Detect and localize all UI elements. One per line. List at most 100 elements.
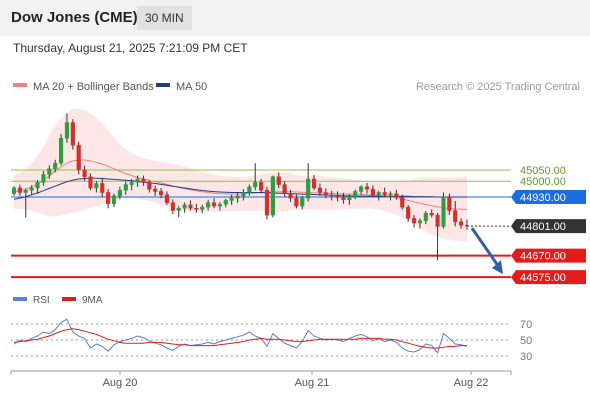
candle [253, 163, 258, 191]
candle [400, 194, 405, 210]
candle [282, 181, 287, 198]
rsi-tick-label: 70 [520, 319, 532, 331]
candle-body [459, 221, 464, 226]
current-price-tag-bg [511, 219, 586, 234]
candle [194, 203, 199, 213]
candle [153, 185, 158, 196]
candle-body [188, 204, 193, 209]
candle [111, 193, 117, 208]
candle-body [253, 182, 258, 188]
candle [259, 178, 264, 194]
candle-body [264, 189, 270, 216]
candle [23, 189, 28, 218]
candle-body [382, 192, 387, 196]
candle-body [247, 186, 252, 193]
candle [388, 191, 393, 201]
candle-body [364, 186, 370, 190]
time-tick-label: Aug 21 [295, 377, 330, 389]
instrument-title: Dow Jones (CME) [11, 9, 138, 26]
candle-body [341, 197, 346, 200]
candle [382, 187, 387, 198]
candle [423, 211, 428, 225]
candle-body [170, 202, 175, 211]
candle [247, 184, 252, 196]
support-price-tag-label: 44670.00 [520, 251, 566, 263]
candle [188, 200, 193, 211]
candle [141, 175, 146, 186]
bollinger-band [14, 108, 467, 242]
candle-body [194, 208, 199, 210]
candle-body [11, 187, 17, 194]
candle-body [123, 184, 128, 191]
candle-body [347, 196, 352, 200]
candle-body [23, 189, 28, 193]
candle-body [94, 183, 99, 189]
candle [406, 204, 411, 222]
candle [306, 163, 311, 202]
candle-body [311, 178, 317, 189]
candle-body [447, 196, 452, 211]
candle [411, 215, 417, 228]
candle [288, 189, 293, 202]
candle [335, 191, 340, 202]
candle-body [135, 178, 140, 183]
candle-body [394, 193, 399, 198]
candle-body [211, 202, 217, 207]
candle-body [76, 144, 81, 171]
candle-body [47, 168, 52, 175]
interval-button[interactable]: 30 MIN [137, 6, 192, 30]
rsi-tick-label: 30 [520, 351, 532, 363]
candle-body [35, 182, 40, 189]
candle [100, 177, 105, 198]
candle [129, 178, 134, 191]
candle-body [64, 122, 70, 139]
ma50-legend-label: MA 50 [176, 81, 207, 93]
candle [211, 198, 217, 209]
candle [35, 180, 40, 194]
candle [323, 188, 328, 199]
candle [429, 209, 434, 218]
candle-body [100, 183, 105, 193]
candle [64, 113, 70, 143]
support-price-tag: 44575.00 [511, 270, 586, 285]
candle-body [453, 210, 458, 223]
candle-body [317, 187, 322, 193]
candle-body [153, 188, 158, 192]
rsi-legend-label: RSI [33, 295, 50, 306]
candle [41, 171, 46, 186]
candle-body [88, 176, 93, 189]
candle-body [117, 189, 122, 197]
candle [235, 192, 240, 203]
candle-body [300, 197, 305, 207]
candle [123, 181, 128, 195]
ma20-line [13, 159, 468, 210]
time-tick-label: Aug 22 [454, 377, 489, 389]
resistance-label: 45050.00 [520, 165, 566, 177]
candle [223, 198, 228, 208]
rsi-ma-legend-label: 9MA [82, 295, 103, 306]
candle [311, 174, 317, 191]
candle [164, 191, 170, 205]
chart-header: Dow Jones (CME) 30 MIN [0, 0, 590, 36]
candle-body [288, 193, 293, 199]
ma50-price-tag-bg [511, 190, 586, 205]
candle [264, 186, 270, 220]
candle-body [147, 182, 152, 190]
ma50-price-tag: 44930.00 [511, 190, 586, 205]
candle-body [17, 187, 22, 193]
candle-body [53, 162, 58, 170]
copyright-text: Research © 2025 Trading Central [416, 81, 580, 93]
support-price-tag-bg [511, 270, 586, 285]
candle-body [82, 169, 87, 177]
candle-body [200, 206, 205, 210]
candle [106, 189, 111, 209]
candle-body [276, 176, 281, 185]
candle [447, 193, 452, 216]
chart-datetime: Thursday, August 21, 2025 7:21:09 PM CET [13, 41, 248, 55]
candle-body [435, 214, 440, 227]
candle [441, 192, 446, 229]
candle [459, 218, 464, 229]
